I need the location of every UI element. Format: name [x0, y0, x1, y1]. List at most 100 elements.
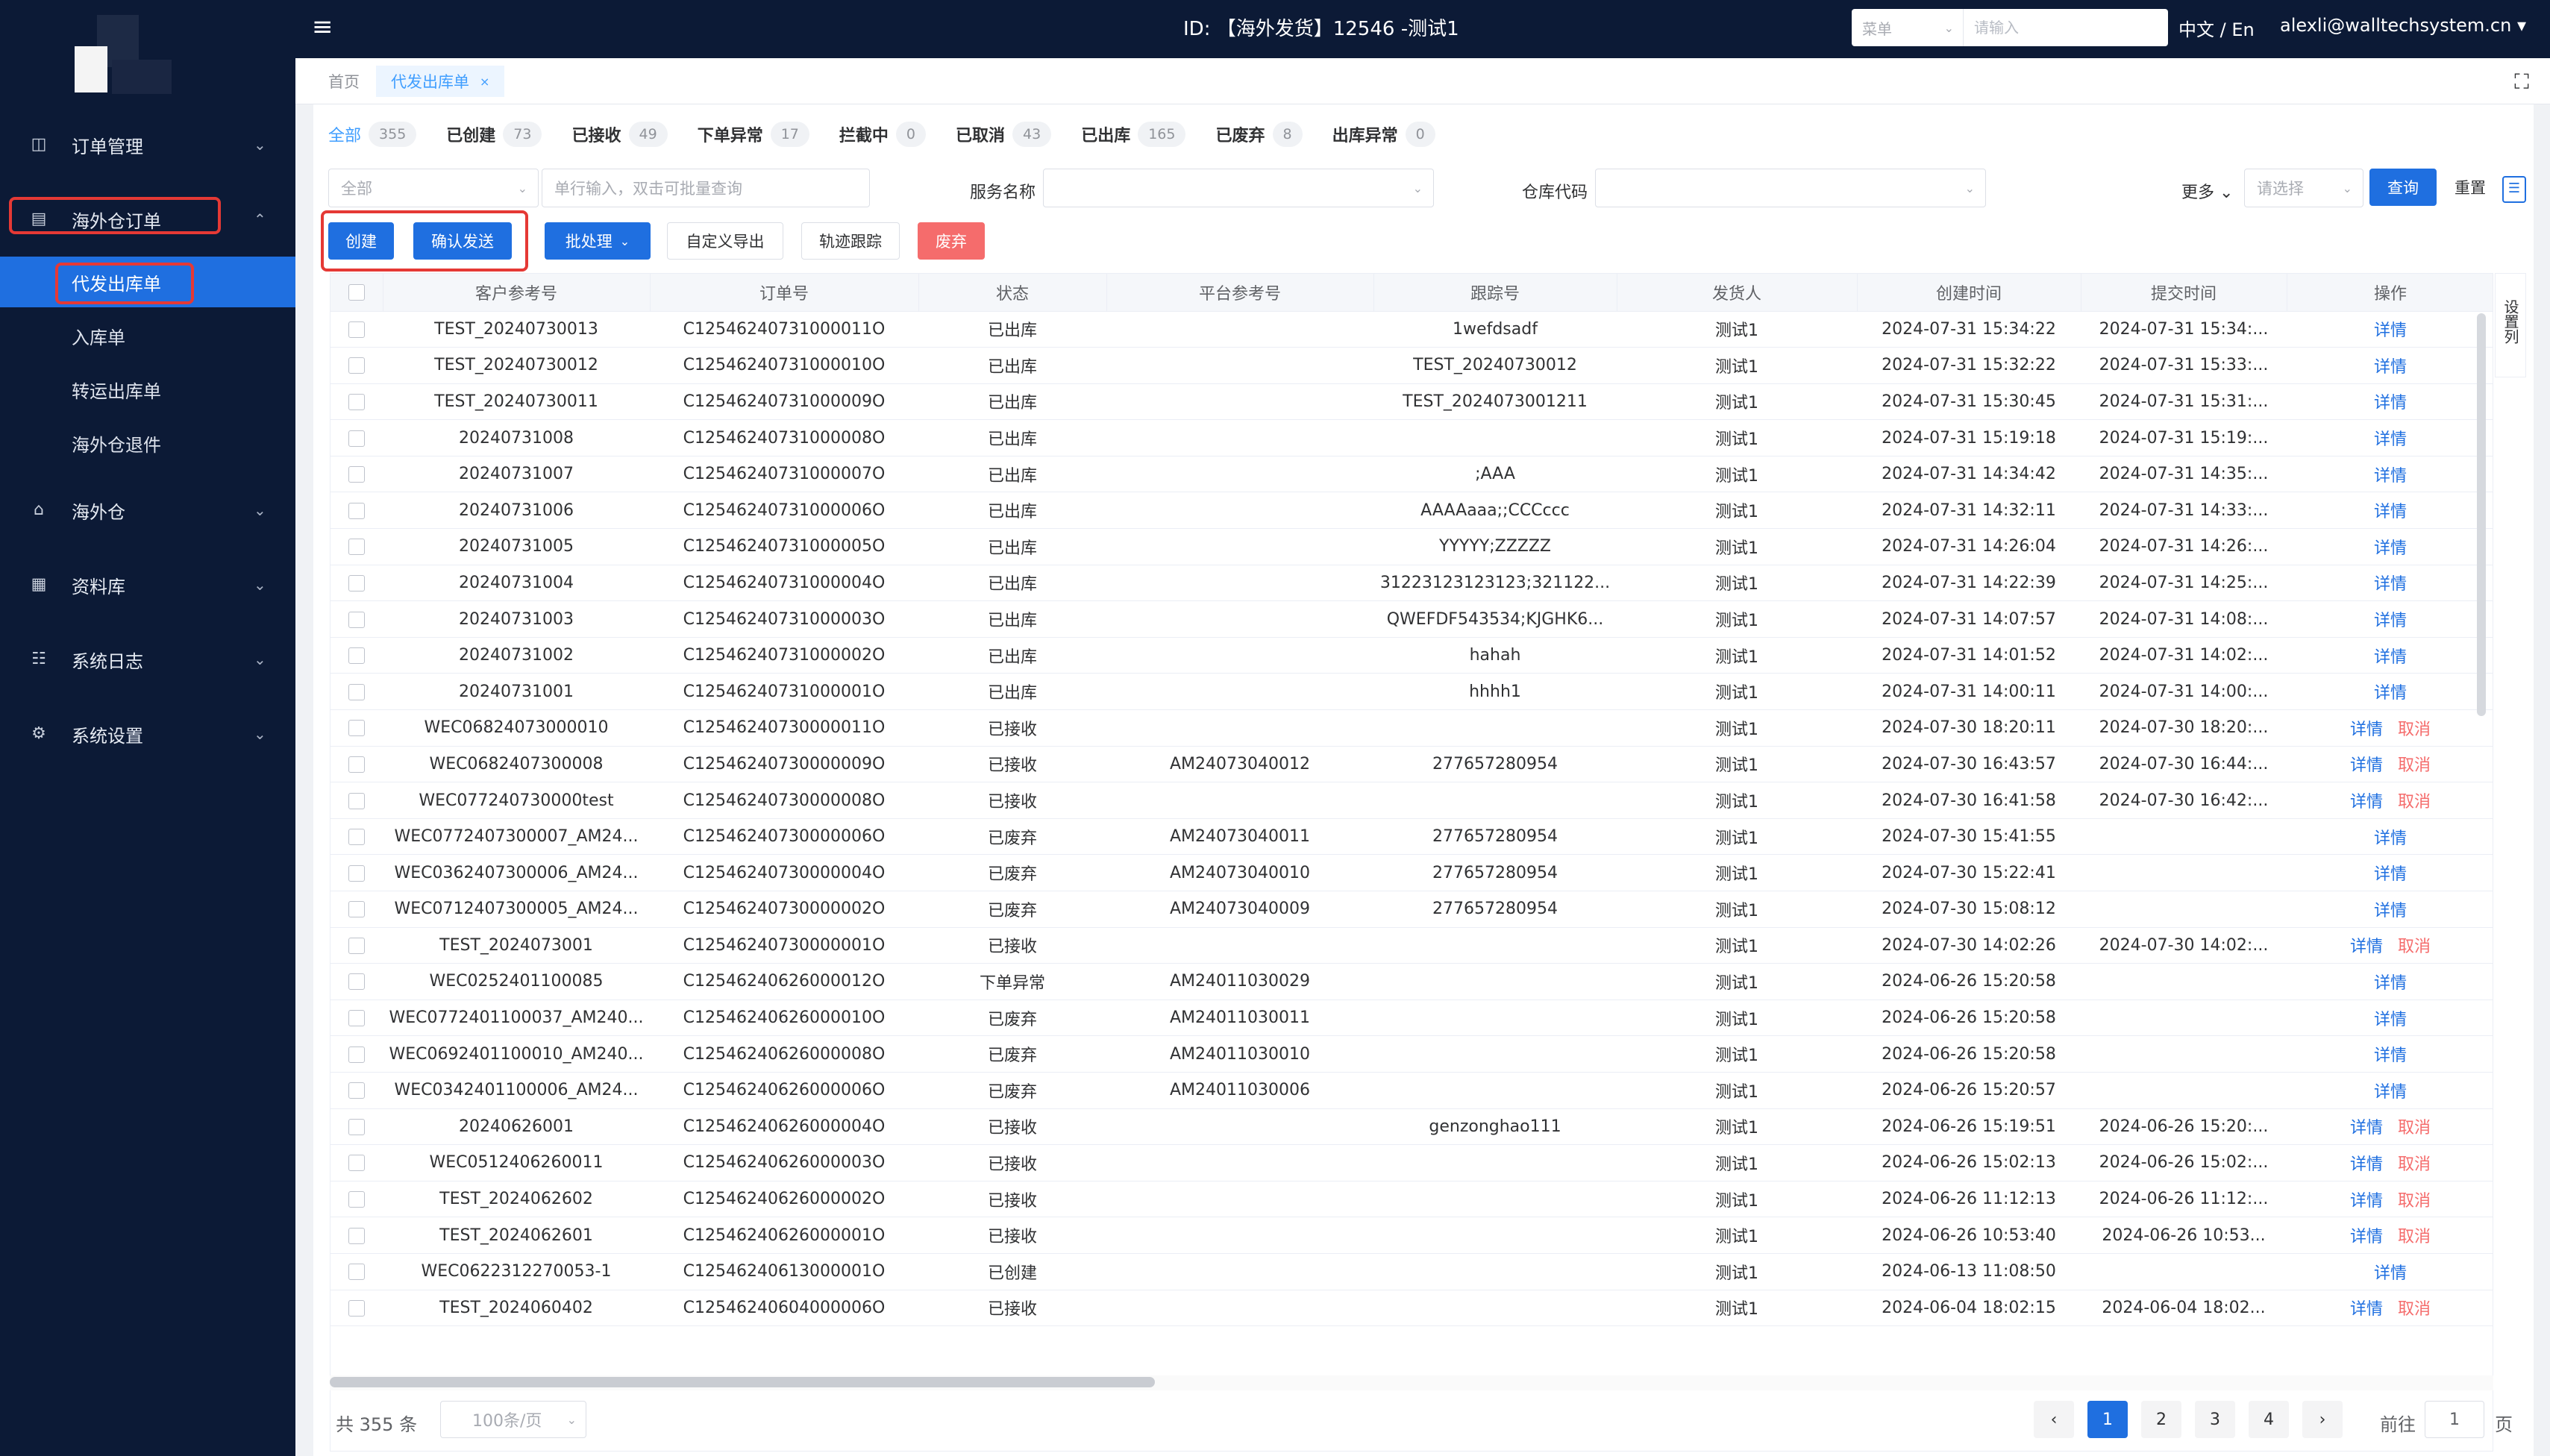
status-tab-cancelled[interactable]: 已取消 43	[956, 122, 1052, 147]
row-checkbox[interactable]	[348, 393, 365, 410]
row-checkbox[interactable]	[348, 756, 365, 773]
menu-toggle-icon[interactable]: ≡	[312, 12, 333, 42]
row-select-cell[interactable]	[331, 600, 383, 638]
row-select-cell[interactable]	[331, 709, 383, 747]
table-row[interactable]: TEST_2024060402 C12546240604000006O 已接收 测试1…	[331, 1290, 2493, 1327]
more-select[interactable]: 请选择 ⌄	[2244, 169, 2363, 207]
row-select-cell[interactable]	[331, 1144, 383, 1182]
row-checkbox[interactable]	[348, 1118, 365, 1135]
sidebar-subitem-dropship-outbound[interactable]: 代发出库单	[0, 257, 295, 307]
sidebar-item-order-management[interactable]: ◫ 订单管理 ⌄	[0, 124, 295, 166]
row-checkbox[interactable]	[348, 611, 365, 628]
table-row[interactable]: TEST_20240730013 C12546240731000011O 已出库 1w…	[331, 311, 2493, 348]
detail-link[interactable]: 详情	[2349, 1228, 2383, 1247]
page-button[interactable]: 3	[2195, 1401, 2235, 1438]
detail-link[interactable]: 详情	[2349, 1155, 2383, 1174]
table-row[interactable]: 20240626001 C12546240626000004O 已接收 genzong…	[331, 1108, 2493, 1146]
select-all-checkbox[interactable]	[348, 284, 365, 301]
row-select-cell[interactable]	[331, 818, 383, 856]
cancel-link[interactable]: 取消	[2398, 1155, 2431, 1174]
detail-link[interactable]: 详情	[2349, 1300, 2383, 1320]
row-checkbox[interactable]	[348, 829, 365, 846]
sidebar-item-overseas-warehouse[interactable]: ⌂ 海外仓 ⌄	[0, 489, 295, 531]
cancel-link[interactable]: 取消	[2398, 793, 2431, 812]
row-checkbox[interactable]	[348, 357, 365, 374]
detail-link[interactable]: 详情	[2373, 1046, 2407, 1066]
table-row[interactable]: 20240731002 C12546240731000002O 已出库 hahah 测试…	[331, 637, 2493, 674]
user-menu[interactable]: alexli@walltechsystem.cn ▾	[2280, 15, 2526, 36]
detail-link[interactable]: 详情	[2373, 865, 2407, 885]
detail-link[interactable]: 详情	[2373, 466, 2407, 486]
row-select-cell[interactable]	[331, 1253, 383, 1290]
table-row[interactable]: 20240731007 C12546240731000007O 已出库 ;AAA 测试1…	[331, 456, 2493, 493]
row-checkbox[interactable]	[348, 539, 365, 556]
page-button[interactable]: 1	[2087, 1401, 2128, 1438]
search-type-select[interactable]: 菜单 ⌄	[1852, 9, 1964, 46]
row-checkbox[interactable]	[348, 720, 365, 737]
page-button[interactable]: 2	[2141, 1401, 2181, 1438]
tab-dropship-outbound[interactable]: 代发出库单 ×	[376, 66, 505, 97]
column-settings-tab[interactable]: 设置列	[2495, 273, 2526, 377]
detail-link[interactable]: 详情	[2373, 829, 2407, 848]
detail-link[interactable]: 详情	[2349, 938, 2383, 957]
row-checkbox[interactable]	[348, 1299, 365, 1317]
row-select-cell[interactable]	[331, 456, 383, 493]
table-row[interactable]: WEC0712407300005_AM24... C125462407300000…	[331, 891, 2493, 928]
keyword-input[interactable]: 单行输入，双击可批量查询	[542, 169, 870, 207]
row-checkbox[interactable]	[348, 321, 365, 338]
page-size-select[interactable]: 100条/页 ⌄	[440, 1401, 586, 1438]
sidebar-item-system-log[interactable]: ☷ 系统日志 ⌄	[0, 638, 295, 680]
status-tab-all[interactable]: 全部 355	[328, 122, 417, 147]
sidebar-item-overseas-orders[interactable]: ▤ 海外仓订单 ⌃	[0, 198, 295, 240]
detail-link[interactable]: 详情	[2349, 1191, 2383, 1211]
status-tab-created[interactable]: 已创建 73	[446, 122, 542, 147]
warehouse-code-select[interactable]: ⌄	[1595, 169, 1986, 207]
row-select-cell[interactable]	[331, 1000, 383, 1037]
detail-link[interactable]: 详情	[2373, 1082, 2407, 1102]
search-input[interactable]	[1964, 10, 2168, 45]
row-checkbox[interactable]	[348, 430, 365, 447]
table-row[interactable]: WEC0622312270053-1 C12546240613000001O 已创建…	[331, 1253, 2493, 1290]
row-checkbox[interactable]	[348, 1191, 365, 1208]
table-row[interactable]: WEC077240730000test C12546240730000008O 已接…	[331, 782, 2493, 819]
status-tab-outbound-error[interactable]: 出库异常 0	[1332, 122, 1435, 147]
table-row[interactable]: 20240731008 C12546240731000008O 已出库 测试1 2024…	[331, 419, 2493, 456]
row-checkbox[interactable]	[348, 466, 365, 483]
language-switch[interactable]: 中文 / En	[2178, 19, 2255, 40]
status-tab-received[interactable]: 已接收 49	[571, 122, 668, 147]
row-checkbox[interactable]	[348, 1264, 365, 1281]
detail-link[interactable]: 详情	[2373, 901, 2407, 920]
status-tab-discarded[interactable]: 已废弃 8	[1215, 122, 1303, 147]
table-row[interactable]: WEC0772407300007_AM24... C125462407300000…	[331, 818, 2493, 856]
page-button[interactable]: 4	[2249, 1401, 2289, 1438]
goto-page-input[interactable]: 1	[2425, 1401, 2484, 1438]
batch-dropdown-button[interactable]: 批处理 ⌄	[545, 222, 651, 260]
detail-link[interactable]: 详情	[2373, 647, 2407, 667]
table-row[interactable]: 20240731004 C12546240731000004O 已出库 3122312…	[331, 565, 2493, 602]
prev-page-button[interactable]: ‹	[2034, 1401, 2074, 1438]
table-row[interactable]: WEC0692401100010_AM240... C12546240626000…	[331, 1035, 2493, 1073]
table-row[interactable]: 20240731005 C12546240731000005O 已出库 YYYYY;Z…	[331, 528, 2493, 565]
detail-link[interactable]: 详情	[2373, 1264, 2407, 1283]
detail-link[interactable]: 详情	[2373, 394, 2407, 413]
row-checkbox[interactable]	[348, 574, 365, 592]
discard-button[interactable]: 废弃	[918, 222, 985, 260]
tracking-button[interactable]: 轨迹跟踪	[801, 222, 900, 260]
sidebar-subitem-inbound[interactable]: 入库单	[0, 310, 295, 361]
vertical-scrollbar[interactable]	[2477, 313, 2486, 716]
search-button[interactable]: 查询	[2369, 169, 2437, 206]
row-select-cell[interactable]	[331, 1181, 383, 1218]
row-checkbox[interactable]	[348, 792, 365, 809]
row-checkbox[interactable]	[348, 1227, 365, 1244]
service-name-select[interactable]: ⌄	[1043, 169, 1434, 207]
row-checkbox[interactable]	[348, 1082, 365, 1099]
row-select-cell[interactable]	[331, 383, 383, 421]
table-row[interactable]: 20240731006 C12546240731000006O 已出库 AAAAaaa…	[331, 492, 2493, 530]
detail-link[interactable]: 详情	[2373, 575, 2407, 594]
fullscreen-icon[interactable]: ⛶	[2514, 69, 2529, 94]
table-row[interactable]: WEC0362407300006_AM24... C125462407300000…	[331, 854, 2493, 891]
row-select-cell[interactable]	[331, 1217, 383, 1254]
detail-link[interactable]: 详情	[2373, 357, 2407, 377]
confirm-send-button[interactable]: 确认发送	[413, 222, 512, 260]
status-tab-order-error[interactable]: 下单异常 17	[698, 122, 809, 147]
